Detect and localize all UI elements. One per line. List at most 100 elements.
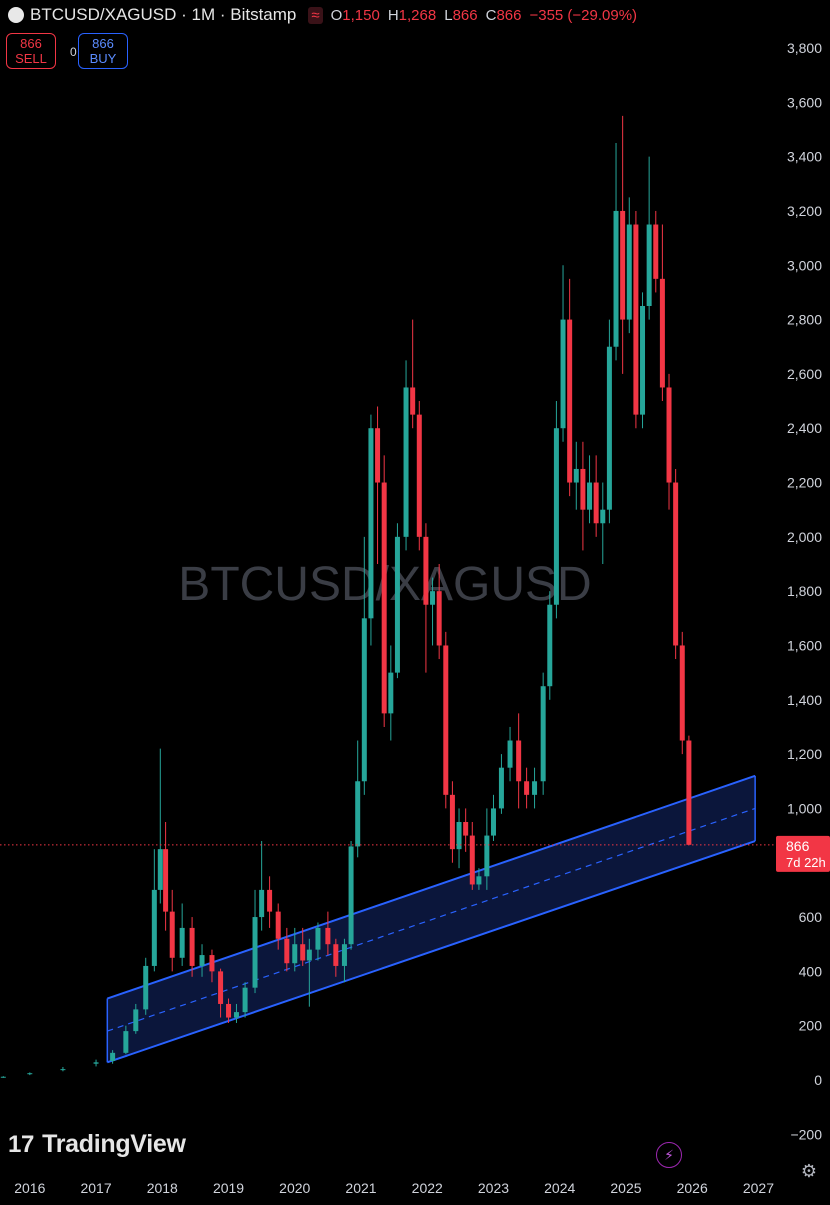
candle[interactable] [275, 903, 281, 950]
candle[interactable] [626, 197, 632, 334]
candle[interactable] [456, 808, 462, 869]
candle[interactable] [646, 156, 652, 320]
settings-icon[interactable]: ⚙ [800, 1161, 818, 1181]
candle[interactable] [93, 1059, 99, 1067]
candle[interactable] [516, 713, 522, 809]
candle[interactable] [449, 781, 455, 863]
candle[interactable] [416, 401, 422, 551]
candle[interactable] [157, 748, 163, 904]
candle[interactable] [375, 406, 381, 564]
candle[interactable] [666, 373, 672, 510]
candle[interactable] [394, 523, 400, 679]
candle[interactable] [151, 849, 157, 972]
candle[interactable] [348, 841, 354, 950]
candle[interactable] [284, 927, 290, 972]
candle[interactable] [553, 401, 559, 619]
candle[interactable] [226, 998, 232, 1023]
symbol-title[interactable]: BTCUSD/XAGUSD · 1M · Bitstamp [30, 5, 297, 24]
candle[interactable] [547, 591, 553, 700]
candle[interactable] [403, 360, 409, 551]
candle[interactable] [300, 927, 306, 966]
channel-lower-line[interactable] [106, 840, 756, 1064]
candle[interactable] [341, 938, 347, 983]
candle[interactable] [133, 1003, 139, 1034]
candle[interactable] [430, 577, 436, 646]
candle[interactable] [233, 1003, 239, 1023]
candle[interactable] [315, 922, 321, 961]
candle-body [567, 319, 573, 483]
candle[interactable] [189, 917, 195, 977]
candle[interactable] [267, 876, 273, 928]
candle[interactable] [507, 726, 513, 782]
candle[interactable] [381, 455, 387, 727]
candle[interactable] [600, 482, 606, 564]
candle[interactable] [679, 631, 685, 755]
candle[interactable] [567, 278, 573, 497]
candle[interactable] [259, 841, 265, 931]
candle[interactable] [355, 740, 361, 858]
indicator-wave-icon[interactable]: ≈ [308, 6, 323, 24]
candle[interactable] [640, 292, 646, 429]
candle[interactable] [540, 672, 546, 795]
candle[interactable] [123, 1025, 129, 1055]
candle[interactable] [361, 536, 367, 795]
candle[interactable] [436, 564, 442, 660]
candle[interactable] [580, 441, 586, 551]
symbol-icon[interactable] [8, 7, 24, 23]
candle[interactable] [587, 455, 593, 524]
candle[interactable] [653, 210, 659, 293]
candle[interactable] [143, 957, 149, 1015]
candle[interactable] [613, 143, 619, 361]
candle-body [93, 1062, 99, 1064]
candle[interactable] [673, 468, 679, 660]
candle[interactable] [476, 868, 482, 890]
candle[interactable] [333, 938, 339, 977]
candle[interactable] [469, 822, 475, 890]
candle[interactable] [593, 455, 599, 537]
candle[interactable] [199, 944, 205, 977]
candle[interactable] [633, 210, 639, 429]
candle[interactable] [242, 982, 248, 1018]
candle[interactable] [169, 889, 175, 972]
candle[interactable] [388, 645, 394, 741]
candle[interactable] [252, 889, 258, 994]
candle[interactable] [686, 735, 692, 845]
candle[interactable] [368, 414, 374, 646]
buy-button[interactable]: 866 BUY [78, 33, 128, 69]
candle[interactable] [498, 754, 504, 814]
candle[interactable] [560, 265, 566, 442]
candle[interactable] [0, 1076, 6, 1078]
candle[interactable] [209, 949, 215, 983]
candle[interactable] [218, 968, 224, 1018]
candle[interactable] [484, 808, 490, 890]
channel-mid-line[interactable] [107, 807, 756, 1032]
candle[interactable] [524, 767, 530, 809]
candle[interactable] [27, 1072, 33, 1076]
candle[interactable] [532, 767, 538, 809]
candle[interactable] [573, 441, 579, 510]
channel-upper-line[interactable] [106, 774, 756, 1000]
candle[interactable] [179, 903, 185, 966]
candle-body [259, 889, 265, 918]
candle[interactable] [490, 794, 496, 842]
tradingview-logo[interactable]: 17 TradingView [8, 1130, 186, 1159]
candle[interactable] [463, 808, 469, 852]
candle[interactable] [410, 319, 416, 429]
candle[interactable] [325, 911, 331, 956]
candle[interactable] [110, 1050, 116, 1064]
candle[interactable] [306, 938, 312, 1007]
candle[interactable] [443, 631, 449, 809]
candle[interactable] [606, 319, 612, 524]
last-price-badge[interactable] [776, 835, 830, 872]
candle[interactable] [620, 115, 626, 374]
bolt-icon[interactable]: ⚡ [656, 1142, 682, 1168]
candle[interactable] [163, 822, 169, 931]
sell-button[interactable]: 866 SELL [6, 33, 56, 69]
candle[interactable] [423, 523, 429, 673]
candle[interactable] [60, 1066, 66, 1072]
candle-body [606, 346, 612, 510]
candle[interactable] [292, 927, 298, 972]
candle[interactable] [659, 224, 665, 402]
